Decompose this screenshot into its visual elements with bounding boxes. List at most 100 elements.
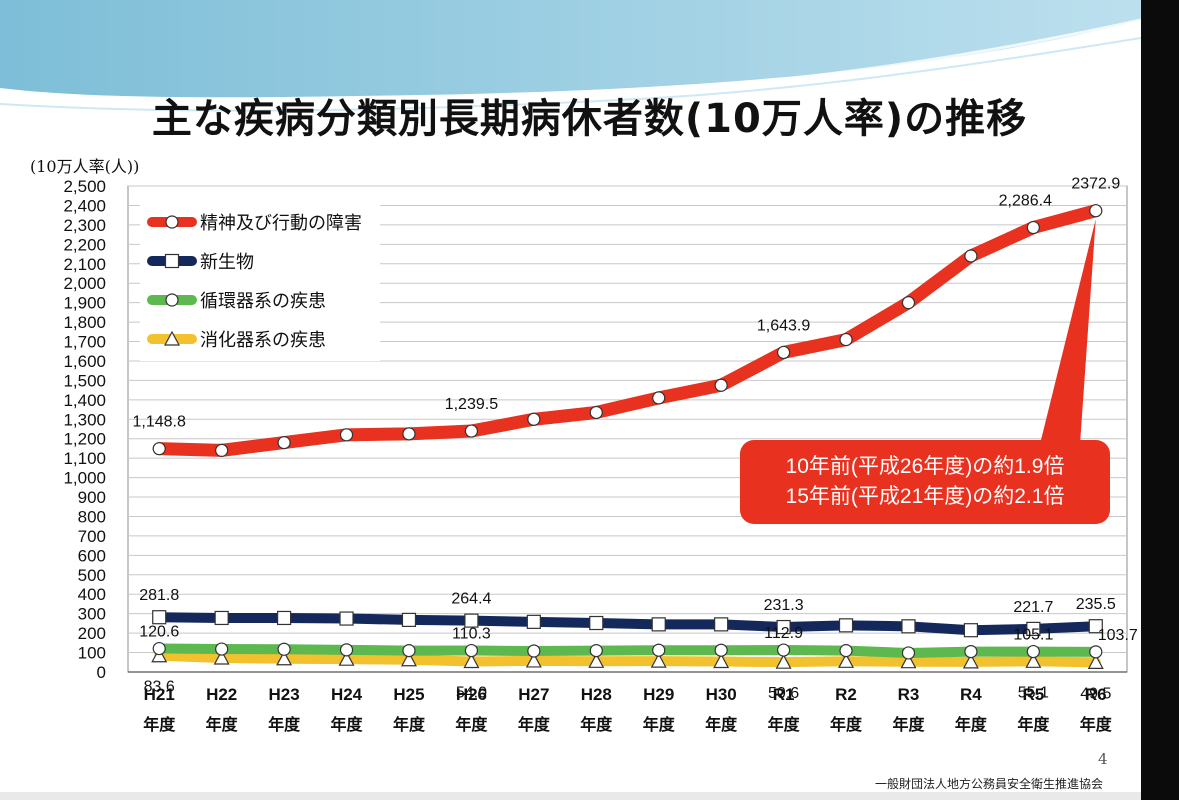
digestive-point xyxy=(213,649,230,665)
digestive-point xyxy=(151,647,168,663)
neoplasm-point xyxy=(589,615,604,631)
digestive-point xyxy=(838,653,855,668)
y-tick-label: 400 xyxy=(78,585,106,604)
neoplasm-point xyxy=(339,611,354,626)
x-tick-label: H27 xyxy=(518,685,549,704)
y-tick-label: 0 xyxy=(97,663,106,682)
y-tick-label: 900 xyxy=(78,488,106,507)
mental-point xyxy=(527,412,541,426)
x-tick-suffix: 年度 xyxy=(643,715,676,734)
footer-credit: 一般財団法人地方公務員安全衛生推進協会 xyxy=(875,777,1104,791)
mental-data-label: 1,148.8 xyxy=(133,414,186,431)
digestive-data-label: 83.6 xyxy=(144,679,175,696)
circulatory-data-label: 120.6 xyxy=(139,624,179,641)
x-tick-suffix: 年度 xyxy=(1080,715,1113,734)
mental-point xyxy=(964,249,978,263)
mental-data-label: 1,239.5 xyxy=(445,396,498,413)
neoplasm-point xyxy=(276,610,292,626)
y-tick-label: 2,000 xyxy=(63,274,106,293)
callout-line-2: 15年前(平成21年度)の約2.1倍 xyxy=(785,485,1065,508)
y-tick-label: 2,200 xyxy=(63,235,106,254)
neoplasm-data-label: 281.8 xyxy=(139,587,179,604)
neoplasm-point xyxy=(214,610,229,626)
digestive-data-label: 49.5 xyxy=(1080,685,1111,702)
x-tick-suffix: 年度 xyxy=(705,715,738,734)
mental-point xyxy=(714,378,728,392)
mental-data-label: 2372.9 xyxy=(1071,176,1120,193)
x-tick-suffix: 年度 xyxy=(331,715,364,734)
y-tick-label: 1,100 xyxy=(63,449,106,468)
x-tick-label: R4 xyxy=(960,685,982,704)
x-tick-suffix: 年度 xyxy=(143,715,176,734)
circulatory-point xyxy=(714,643,728,657)
digestive-point xyxy=(962,653,979,669)
mental-data-label: 2,286.4 xyxy=(999,193,1052,210)
y-tick-label: 1,600 xyxy=(63,352,106,371)
digestive-point xyxy=(588,653,605,668)
circulatory-point xyxy=(652,643,666,657)
digestive-point xyxy=(713,653,730,669)
neoplasm-line xyxy=(154,612,1101,636)
right-frame xyxy=(1141,0,1179,800)
circulatory-point xyxy=(277,642,291,656)
y-tick-label: 300 xyxy=(78,605,106,624)
callout-line-1: 10年前(平成26年度)の約1.9倍 xyxy=(785,455,1065,478)
circulatory-point xyxy=(464,643,479,658)
neoplasm-point xyxy=(776,619,791,635)
y-axis-unit: (10万人率(人)) xyxy=(30,157,140,176)
x-tick-label: R6 xyxy=(1085,685,1107,704)
neoplasm-point xyxy=(963,623,979,638)
x-tick-label: H24 xyxy=(331,685,363,704)
y-tick-label: 2,400 xyxy=(63,196,106,215)
neoplasm-point xyxy=(901,619,916,634)
circulatory-point xyxy=(901,646,916,660)
y-tick-label: 500 xyxy=(78,566,106,585)
legend-marker xyxy=(163,330,181,346)
x-tick-label: R2 xyxy=(835,685,857,704)
neoplasm-point xyxy=(651,617,666,632)
x-tick-suffix: 年度 xyxy=(455,715,488,734)
digestive-point xyxy=(900,653,917,669)
callout-box: 10年前(平成26年度)の約1.9倍 15年前(平成21年度)の約2.1倍 xyxy=(740,440,1110,524)
bottom-strip xyxy=(0,792,1141,800)
mental-point xyxy=(215,443,229,457)
neoplasm-point xyxy=(401,612,417,628)
y-tick-label: 1,800 xyxy=(63,313,106,332)
y-tick-label: 700 xyxy=(78,527,106,546)
mental-point xyxy=(464,424,479,438)
digestive-point xyxy=(338,650,355,666)
x-tick-suffix: 年度 xyxy=(518,715,551,734)
mental-point xyxy=(277,436,291,450)
page-title: 主な疾病分類別長期病休者数(10万人率)の推移 xyxy=(151,96,1028,142)
x-tick-label: H21 xyxy=(144,685,175,704)
x-tick-suffix: 年度 xyxy=(830,715,863,734)
legend-marker xyxy=(165,215,179,229)
mental-point xyxy=(402,427,416,441)
circulatory-line xyxy=(154,643,1101,658)
mental-point xyxy=(1026,220,1040,235)
digestive-data-label: 55.1 xyxy=(1018,684,1049,701)
callout-pointer xyxy=(1040,219,1096,444)
y-tick-label: 100 xyxy=(78,644,106,663)
digestive-data-label: 50.6 xyxy=(768,685,799,702)
neoplasm-data-label: 264.4 xyxy=(451,591,491,608)
legend-marker xyxy=(164,253,180,269)
digestive-point xyxy=(400,651,417,667)
neoplasm-data-label: 231.3 xyxy=(764,597,804,614)
mental-point xyxy=(901,296,916,310)
y-tick-label: 200 xyxy=(78,624,106,643)
mental-point xyxy=(652,391,666,405)
neoplasm-point xyxy=(526,614,541,629)
neoplasm-point xyxy=(464,613,479,628)
mental-line xyxy=(152,204,1103,457)
mental-point xyxy=(152,442,166,456)
circulatory-point xyxy=(402,644,416,658)
mental-point xyxy=(339,428,354,442)
y-tick-label: 1,200 xyxy=(63,430,106,449)
circulatory-point xyxy=(589,644,603,658)
mental-point xyxy=(839,332,853,347)
circulatory-point xyxy=(964,644,978,659)
x-tick-suffix: 年度 xyxy=(768,715,801,734)
legend-label-circulatory: 循環器系の疾患 xyxy=(200,291,326,312)
